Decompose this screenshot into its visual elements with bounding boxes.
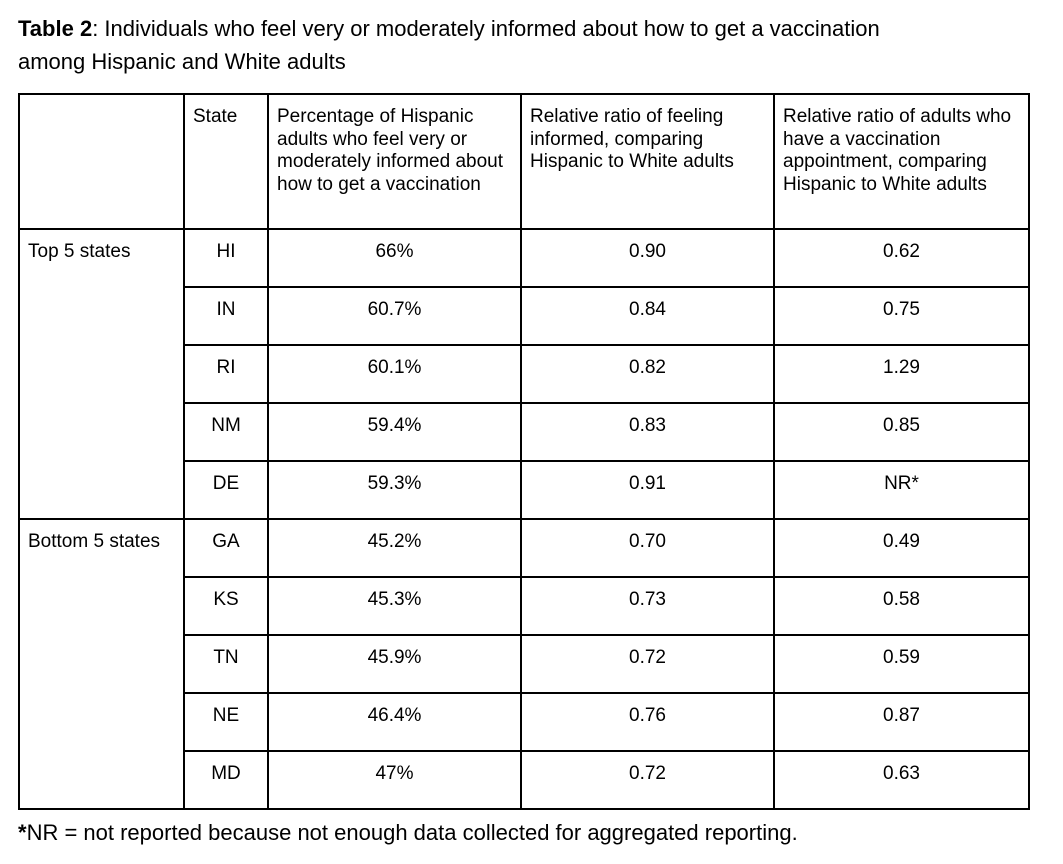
cell-percentage: 59.4% <box>267 402 522 462</box>
cell-ratio-appointment: 0.59 <box>773 634 1030 694</box>
group-label-top-5-states: Top 5 states <box>18 228 185 520</box>
cell-ratio-appointment: 0.85 <box>773 402 1030 462</box>
table-row: MD 47% 0.72 0.63 <box>19 750 1030 810</box>
table-row: KS 45.3% 0.73 0.58 <box>19 576 1030 636</box>
cell-state: HI <box>183 228 269 288</box>
cell-ratio-appointment: 0.49 <box>773 518 1030 578</box>
table-header-row: State Percentage of Hispanic adults who … <box>18 93 1030 230</box>
table-row: Bottom 5 states GA 45.2% 0.70 0.49 <box>18 518 1030 810</box>
table-row: TN 45.9% 0.72 0.59 <box>19 634 1030 694</box>
cell-ratio-informed: 0.72 <box>520 634 775 694</box>
header-cell-state: State <box>183 93 269 230</box>
cell-ratio-appointment: 0.58 <box>773 576 1030 636</box>
table-row: Top 5 states HI 66% 0.90 0.62 <box>18 228 1030 520</box>
table-row: DE 59.3% 0.91 NR* <box>19 460 1030 520</box>
cell-percentage: 45.9% <box>267 634 522 694</box>
header-cell-ratio-informed: Relative ratio of feeling informed, comp… <box>520 93 775 230</box>
header-cell-empty <box>18 93 185 230</box>
cell-state: NE <box>183 692 269 752</box>
cell-state: KS <box>183 576 269 636</box>
cell-state: MD <box>183 750 269 810</box>
table-row: RI 60.1% 0.82 1.29 <box>19 344 1030 404</box>
table-row: NM 59.4% 0.83 0.85 <box>19 402 1030 462</box>
cell-ratio-informed: 0.72 <box>520 750 775 810</box>
cell-ratio-informed: 0.76 <box>520 692 775 752</box>
group-label-bottom-5-states: Bottom 5 states <box>18 518 185 810</box>
data-table: State Percentage of Hispanic adults who … <box>18 93 1030 810</box>
cell-percentage: 45.2% <box>267 518 522 578</box>
cell-ratio-informed: 0.70 <box>520 518 775 578</box>
cell-percentage: 45.3% <box>267 576 522 636</box>
cell-percentage: 60.7% <box>267 286 522 346</box>
cell-ratio-appointment: 0.63 <box>773 750 1030 810</box>
cell-percentage: 47% <box>267 750 522 810</box>
cell-percentage: 46.4% <box>267 692 522 752</box>
footnote-marker: * <box>18 820 27 845</box>
table-row: NE 46.4% 0.76 0.87 <box>19 692 1030 752</box>
cell-ratio-informed: 0.90 <box>520 228 775 288</box>
cell-state: GA <box>183 518 269 578</box>
cell-state: NM <box>183 402 269 462</box>
cell-state: DE <box>183 460 269 520</box>
header-cell-percentage: Percentage of Hispanic adults who feel v… <box>267 93 522 230</box>
cell-ratio-informed: 0.82 <box>520 344 775 404</box>
cell-ratio-appointment: 0.87 <box>773 692 1030 752</box>
cell-ratio-informed: 0.84 <box>520 286 775 346</box>
cell-ratio-appointment: 0.75 <box>773 286 1030 346</box>
header-cell-ratio-appointment: Relative ratio of adults who have a vacc… <box>773 93 1030 230</box>
cell-ratio-informed: 0.83 <box>520 402 775 462</box>
cell-state: RI <box>183 344 269 404</box>
cell-ratio-appointment: NR* <box>773 460 1030 520</box>
table-row: IN 60.7% 0.84 0.75 <box>19 286 1030 346</box>
cell-state: TN <box>183 634 269 694</box>
cell-percentage: 60.1% <box>267 344 522 404</box>
footnote-text: NR = not reported because not enough dat… <box>26 820 798 845</box>
cell-ratio-appointment: 1.29 <box>773 344 1030 404</box>
table-caption: Table 2: Individuals who feel very or mo… <box>18 12 938 78</box>
table-caption-number: Table 2 <box>18 16 93 41</box>
cell-ratio-informed: 0.73 <box>520 576 775 636</box>
table-caption-text: : Individuals who feel very or moderatel… <box>18 16 880 74</box>
cell-state: IN <box>183 286 269 346</box>
cell-percentage: 59.3% <box>267 460 522 520</box>
footnote: *NR = not reported because not enough da… <box>18 819 1046 847</box>
cell-ratio-informed: 0.91 <box>520 460 775 520</box>
cell-ratio-appointment: 0.62 <box>773 228 1030 288</box>
cell-percentage: 66% <box>267 228 522 288</box>
